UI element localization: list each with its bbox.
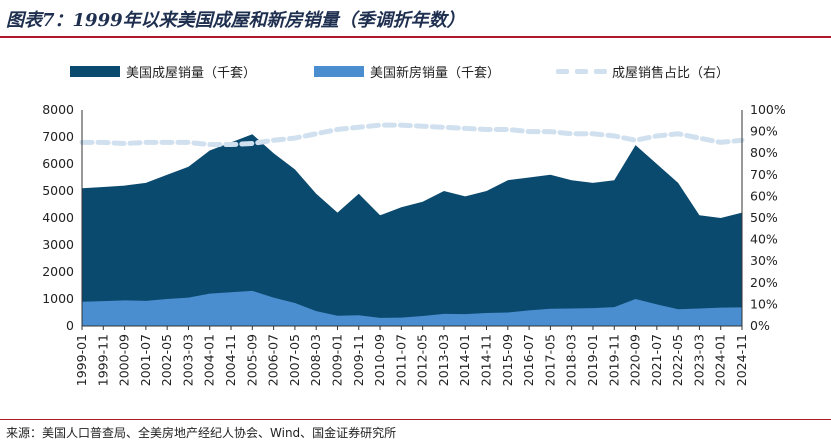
- x-tick-label: 2002-05: [159, 334, 174, 386]
- x-tick-label: 2006-07: [266, 334, 281, 386]
- x-tick-label: 1999-01: [74, 334, 89, 386]
- area-new-home-sales: [82, 290, 742, 326]
- x-tick-label: 2001-07: [138, 334, 153, 386]
- y-right-tick-label: 50%: [750, 210, 778, 225]
- x-tick-label: 2015-09: [500, 334, 515, 386]
- y-left-tick-label: 3000: [42, 237, 74, 252]
- line-layer: [79, 122, 745, 148]
- y-right-tick-label: 20%: [750, 275, 778, 290]
- x-tick-label: 2014-01: [457, 334, 472, 386]
- y-left-tick-label: 5000: [42, 183, 74, 198]
- y-right-tick-label: 100%: [750, 102, 786, 117]
- x-tick-label: 2007-05: [287, 334, 302, 386]
- y-left-tick-label: 0: [66, 318, 74, 333]
- legend-item-existing: 美国成屋销量（千套）: [70, 62, 256, 81]
- y-right-tick-label: 90%: [750, 124, 778, 139]
- x-tick-label: 2016-07: [521, 334, 536, 386]
- area-layer: [82, 134, 742, 326]
- x-tick-label: 2021-07: [649, 334, 664, 386]
- x-tick-label: 2004-11: [223, 334, 238, 386]
- y-right-tick-label: 60%: [750, 188, 778, 203]
- legend-item-share: 成屋销售占比（右）: [556, 62, 729, 81]
- area-existing-home-sales: [82, 134, 742, 326]
- chart-legend: 美国成屋销量（千套） 美国新房销量（千套） 成屋销售占比（右）: [0, 60, 831, 84]
- x-tick-label: 2014-11: [479, 334, 494, 386]
- y-right-tick-label: 0%: [750, 318, 770, 333]
- axes-layer: 0 1000 2000 3000 4000 5000 6000 7000 8000 0% 10% 20…: [42, 102, 786, 386]
- title-divider: [0, 36, 831, 38]
- line-existing-share: [79, 122, 745, 148]
- x-tick-label: 2023-03: [691, 334, 706, 386]
- x-tick-label: 2010-09: [372, 334, 387, 386]
- x-tick-label: 2005-09: [244, 334, 259, 386]
- x-tick-label: 2018-03: [564, 334, 579, 386]
- legend-swatch-existing: [70, 66, 120, 77]
- legend-label-new: 美国新房销量（千套）: [370, 66, 501, 81]
- legend-label-existing: 美国成屋销量（千套）: [126, 66, 257, 81]
- legend-label-share: 成屋销售占比（右）: [612, 66, 730, 81]
- x-tick-label: 2000-09: [117, 334, 132, 386]
- x-tick-label: 2003-03: [180, 334, 195, 386]
- y-left-tick-label: 7000: [42, 129, 74, 144]
- y-left-tick-label: 2000: [42, 264, 74, 279]
- y-right-tick-label: 70%: [750, 167, 778, 182]
- x-tick-label: 2019-11: [606, 334, 621, 386]
- x-tick-label: 2009-01: [329, 334, 344, 386]
- x-tick-label: 2024-11: [734, 334, 749, 386]
- y-right-tick-label: 40%: [750, 232, 778, 247]
- x-tick-label: 2020-09: [628, 334, 643, 386]
- y-right-tick-label: 30%: [750, 253, 778, 268]
- x-tick-label: 2022-05: [670, 334, 685, 386]
- x-tick-label: 2013-03: [436, 334, 451, 386]
- x-tick-label: 2017-05: [542, 334, 557, 386]
- source-divider: [0, 419, 831, 420]
- legend-item-new: 美国新房销量（千套）: [314, 62, 500, 81]
- x-tick-label: 1999-11: [95, 334, 110, 386]
- x-tick-label: 2019-01: [585, 334, 600, 386]
- y-right-tick-label: 10%: [750, 296, 778, 311]
- y-left-tick-label: 1000: [42, 291, 74, 306]
- legend-swatch-share: [556, 66, 607, 77]
- x-tick-label: 2004-01: [202, 334, 217, 386]
- x-tick-label: 2011-07: [393, 334, 408, 386]
- x-tick-label: 2012-05: [415, 334, 430, 386]
- y-left-tick-label: 4000: [42, 210, 74, 225]
- y-left-tick-label: 8000: [42, 102, 74, 117]
- x-tick-label: 2009-11: [351, 334, 366, 386]
- legend-swatch-new: [314, 66, 364, 77]
- source-note: 来源：美国人口普查局、全美房地产经纪人协会、Wind、国金证券研究所: [6, 426, 397, 440]
- y-left-tick-label: 6000: [42, 156, 74, 171]
- x-tick-label: 2024-01: [713, 334, 728, 386]
- y-right-tick-label: 80%: [750, 145, 778, 160]
- x-tick-label: 2008-03: [308, 334, 323, 386]
- chart-title: 图表7：1999年以来美国成屋和新房销量（季调折年数）: [6, 10, 465, 31]
